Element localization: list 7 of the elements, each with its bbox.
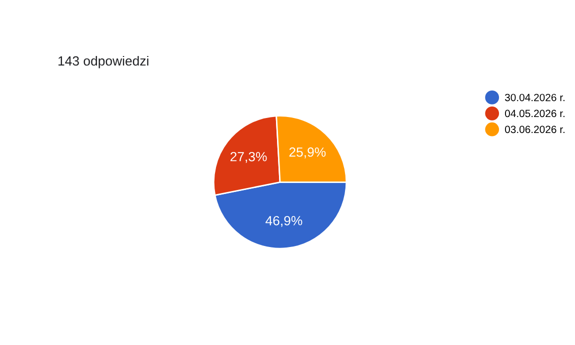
legend-label: 03.06.2026 r.: [504, 126, 564, 134]
data-label: 27,3%: [230, 152, 267, 163]
data-label: 46,9%: [266, 216, 302, 227]
text: 143 odpowiedzi: [58, 56, 148, 68]
legend-label: 04.05.2026 r.: [504, 110, 564, 118]
data-label: 25,9%: [289, 147, 326, 158]
legend-label: 30.04.2026 r.: [504, 94, 564, 102]
